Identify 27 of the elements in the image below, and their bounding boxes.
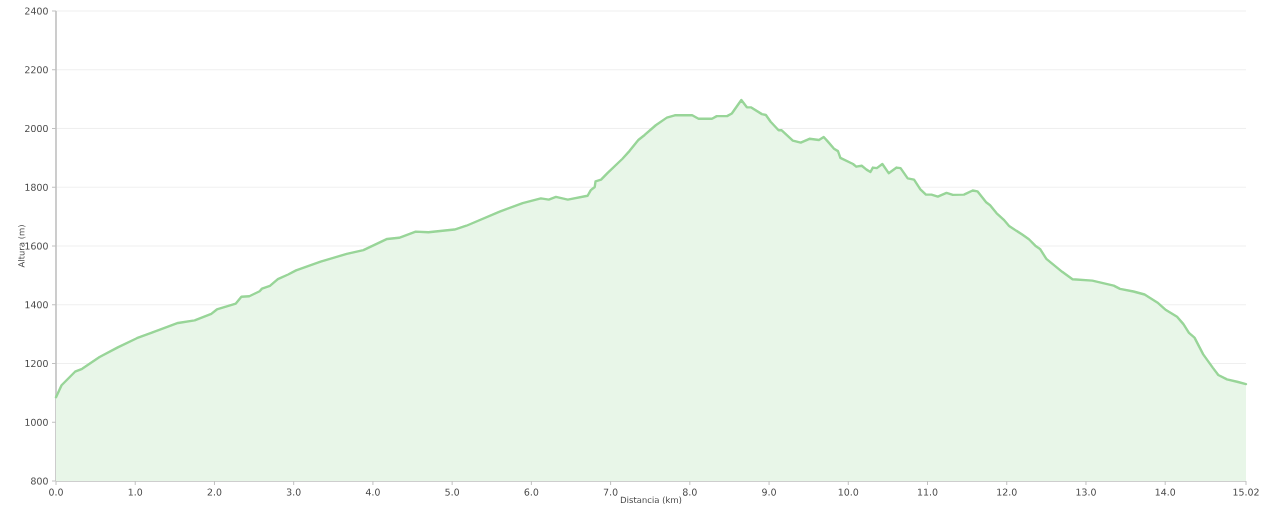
x-tick-label: 1.0 xyxy=(128,488,143,496)
x-tick-label: 7.0 xyxy=(603,488,618,496)
y-axis-title: Altura (m) xyxy=(18,225,26,268)
x-tick-label: 5.0 xyxy=(445,488,460,496)
y-tick-label: 1000 xyxy=(25,418,48,426)
x-tick-label: 14.0 xyxy=(1155,488,1176,496)
y-tick-label: 1200 xyxy=(25,359,48,368)
x-tick-label: 9.0 xyxy=(762,488,776,496)
y-tick-label: 1400 xyxy=(25,301,48,309)
x-tick-label: 4.0 xyxy=(365,488,380,496)
y-tick-label: 800 xyxy=(31,477,48,485)
x-tick-label: 10.0 xyxy=(838,488,859,496)
y-tick-label: 2200 xyxy=(25,66,48,74)
x-tick-label: 0.0 xyxy=(49,488,63,496)
x-tick-label: 11.0 xyxy=(918,488,938,496)
y-tick-label: 1800 xyxy=(25,183,48,191)
x-tick-label: 15.02 xyxy=(1233,488,1259,496)
y-tick-label: 2000 xyxy=(25,124,48,133)
x-tick-label: 12.0 xyxy=(997,488,1017,496)
y-tick-label: 1600 xyxy=(25,242,48,250)
x-axis-title: Distancia (km) xyxy=(620,496,682,505)
x-tick-label: 8.0 xyxy=(682,488,697,496)
x-tick-label: 13.0 xyxy=(1076,488,1096,496)
x-tick-label: 6.0 xyxy=(524,488,539,496)
y-tick-label: 2400 xyxy=(25,7,48,15)
x-tick-label: 2.0 xyxy=(207,488,222,496)
x-tick-label: 3.0 xyxy=(286,488,301,496)
